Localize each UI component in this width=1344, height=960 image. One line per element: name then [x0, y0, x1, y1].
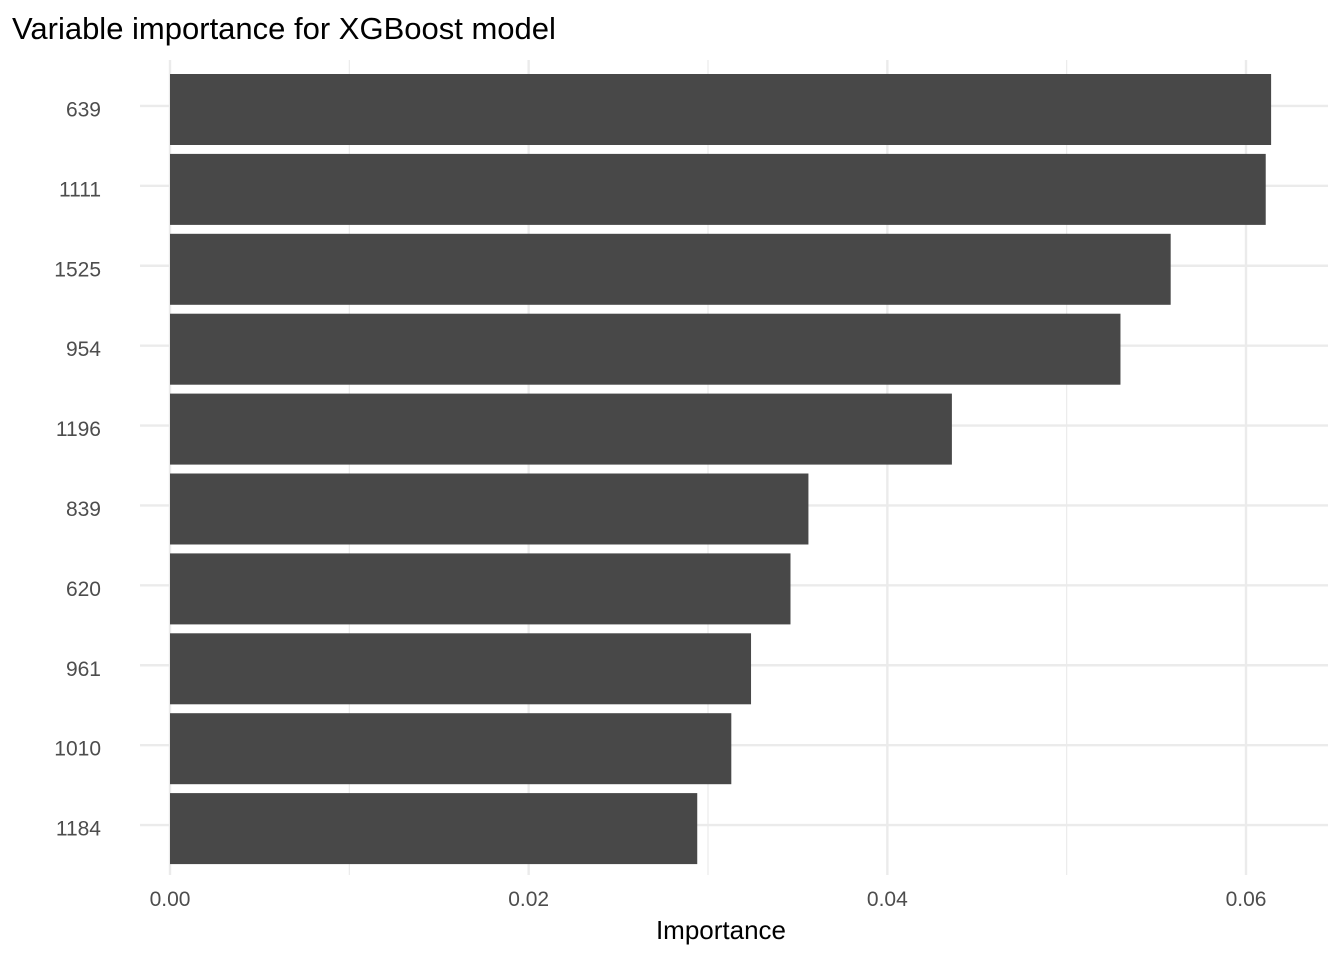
y-tick-label: 954: [66, 338, 101, 361]
bar: [170, 553, 791, 625]
y-tick-label: 961: [66, 658, 101, 681]
bar: [170, 393, 952, 465]
chart-title: Variable importance for XGBoost model: [12, 11, 556, 46]
x-axis-title: Importance: [656, 915, 786, 945]
y-tick-label: 1111: [59, 178, 101, 201]
y-tick-label: 620: [66, 578, 101, 601]
y-tick-label: 1010: [54, 738, 101, 761]
bar: [170, 74, 1272, 145]
x-tick-label: 0.06: [1226, 888, 1267, 911]
bars-group: [170, 74, 1272, 865]
bar: [170, 313, 1121, 385]
bar: [170, 713, 732, 785]
y-tick-label: 1184: [56, 818, 101, 841]
y-axis-tick-labels: 639 1111 1525 954 1196 839 620 961 1010 1184: [54, 99, 101, 841]
x-axis-tick-labels: 0.00 0.02 0.04 0.06: [150, 888, 1267, 911]
y-tick-label: 839: [66, 498, 101, 521]
bar: [170, 633, 752, 705]
y-tick-label: 1196: [56, 418, 101, 441]
bar: [170, 473, 809, 545]
y-tick-label: 639: [66, 99, 101, 122]
x-tick-label: 0.00: [150, 888, 191, 911]
y-tick-label: 1525: [54, 258, 101, 281]
x-tick-label: 0.04: [867, 888, 908, 911]
bar: [170, 793, 698, 865]
bar: [170, 153, 1266, 225]
bar: [170, 233, 1171, 305]
x-tick-label: 0.02: [508, 888, 549, 911]
